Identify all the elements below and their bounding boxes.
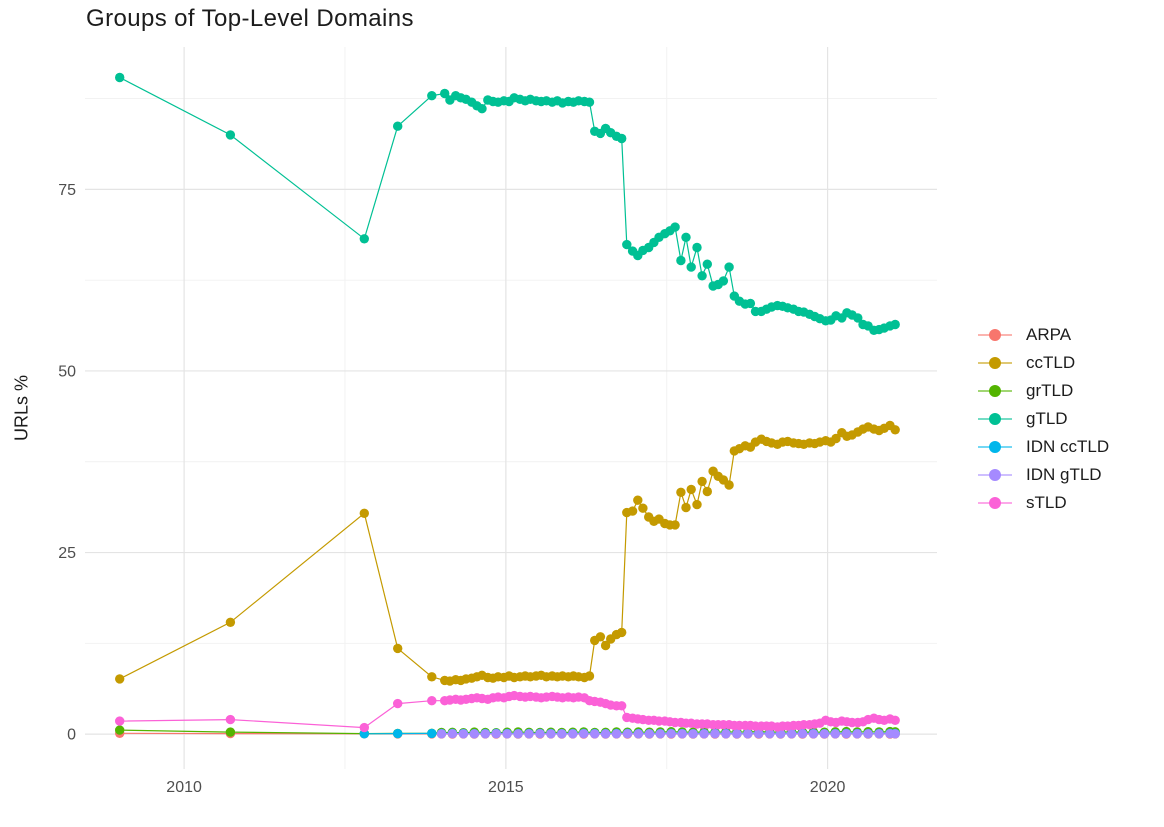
legend-item-gtld: gTLD — [978, 408, 1109, 430]
legend-key-gtld-icon — [978, 412, 1012, 426]
y-tick-label: 75 — [58, 182, 76, 199]
legend-key-cctld-icon — [978, 356, 1012, 370]
x-tick-label: 2020 — [810, 779, 846, 796]
series-cctld — [115, 420, 900, 686]
series-gtld — [115, 72, 900, 335]
series-idn-gtld — [436, 729, 900, 739]
legend-item-cctld: ccTLD — [978, 352, 1109, 374]
y-tick-label: 50 — [58, 363, 76, 380]
legend-item-label: ccTLD — [1026, 353, 1076, 372]
legend-item-grtld: grTLD — [978, 380, 1109, 402]
y-axis-title: URLs % — [11, 374, 32, 442]
legend-item-idn-cctld: IDN ccTLD — [978, 436, 1109, 458]
series-stld — [115, 690, 900, 733]
legend-item-label: IDN gTLD — [1026, 465, 1102, 484]
legend-item-stld: sTLD — [978, 492, 1109, 514]
legend-item-label: grTLD — [1026, 381, 1074, 400]
legend-key-idn-gtld-icon — [978, 468, 1012, 482]
legend-key-idn-cctld-icon — [978, 440, 1012, 454]
legend: ARPA ccTLD grTLD gTLD IDN ccTLD IDN gTLD sTLD — [978, 324, 1109, 520]
legend-item-arpa: ARPA — [978, 324, 1109, 346]
x-tick-label: 2015 — [488, 779, 524, 796]
gridlines-minor — [85, 47, 937, 769]
legend-item-label: IDN ccTLD — [1026, 437, 1110, 456]
x-tick-label: 2010 — [166, 779, 202, 796]
gridlines-major — [85, 47, 937, 769]
legend-key-arpa-icon — [978, 328, 1012, 342]
y-tick-label: 25 — [58, 545, 76, 562]
legend-item-idn-gtld: IDN gTLD — [978, 464, 1109, 486]
chart-title: Groups of Top-Level Domains — [86, 5, 414, 32]
legend-item-label: gTLD — [1026, 409, 1068, 428]
legend-key-grtld-icon — [978, 384, 1012, 398]
legend-item-label: sTLD — [1026, 493, 1067, 512]
legend-item-label: ARPA — [1026, 325, 1072, 344]
y-tick-label: 0 — [67, 727, 76, 744]
legend-key-stld-icon — [978, 496, 1012, 510]
